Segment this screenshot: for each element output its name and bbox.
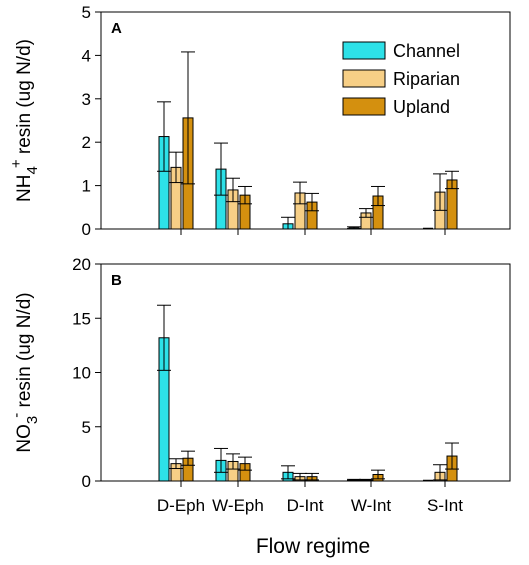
error-bar [169, 458, 183, 470]
y-axis-title: NH4+ resin (ug N/d) [8, 39, 41, 202]
y-axis-title: NO3- resin (ug N/d) [8, 292, 41, 452]
legend-label-riparian: Riparian [393, 69, 460, 89]
error-bar [371, 469, 385, 480]
error-bar [214, 142, 228, 196]
y-tick-label: 10 [72, 364, 91, 383]
error-bar [281, 465, 295, 480]
x-axis-title: Flow regime [256, 535, 370, 558]
x-tick-label: D-Eph [157, 496, 205, 515]
y-tick-label: 1 [82, 177, 91, 196]
error-bar [226, 453, 240, 470]
error-bar [293, 472, 307, 481]
error-bar [293, 181, 307, 205]
error-bar [433, 464, 447, 481]
legend: Channel Riparian Upland [342, 41, 460, 117]
legend-label-upland: Upland [393, 97, 450, 117]
error-bar [359, 208, 373, 218]
legend-swatch-upland [342, 97, 386, 116]
error-bar [359, 478, 373, 481]
error-bar [157, 304, 171, 371]
x-tick-label: D-Int [287, 496, 324, 515]
x-tick-label: W-Int [351, 496, 392, 515]
y-tick-label: 4 [82, 46, 91, 65]
error-bar [238, 456, 252, 471]
y-tick-label: 20 [72, 255, 91, 274]
x-tick-label: W-Eph [212, 496, 264, 515]
error-bar [433, 173, 447, 211]
error-bar [157, 101, 171, 172]
error-bar [181, 51, 195, 185]
panel-label: A [111, 20, 122, 37]
legend-swatch-riparian [342, 69, 386, 88]
error-bar [305, 192, 319, 212]
y-tick-label: 0 [82, 220, 91, 239]
error-bar [445, 170, 459, 190]
error-bar [238, 185, 252, 205]
error-bar [169, 151, 183, 184]
x-tick-label: S-Int [427, 496, 463, 515]
panel-label: B [111, 272, 122, 289]
y-tick-label: 15 [72, 309, 91, 328]
error-bar [281, 216, 295, 230]
legend-label-channel: Channel [393, 41, 460, 61]
y-tick-label: 5 [82, 418, 91, 437]
legend-swatch-channel [342, 41, 386, 60]
error-bar [371, 185, 385, 207]
error-bar [181, 450, 195, 466]
error-bar [226, 177, 240, 203]
error-bar [305, 472, 319, 481]
y-tick-label: 0 [82, 472, 91, 491]
panel-b: 0 5 10 15 20 D-Eph W-Eph D-Int W-Int S-Int B NO3- r… [8, 255, 511, 515]
panel-a: 0 1 2 3 4 5 A NH4+ resin (ug N/d) Channel Riparia… [8, 3, 511, 239]
error-bar [347, 226, 361, 230]
y-tick-label: 3 [82, 90, 91, 109]
y-tick-label: 5 [82, 3, 91, 22]
error-bar [445, 442, 459, 470]
error-bar [347, 478, 361, 481]
error-bar [214, 447, 228, 473]
y-tick-label: 2 [82, 133, 91, 152]
